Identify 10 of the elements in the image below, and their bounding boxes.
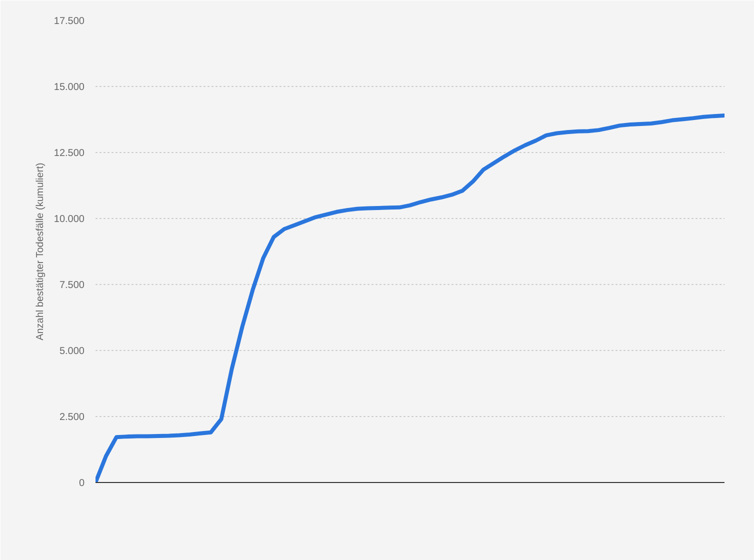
y-tick-label: 15.000 (54, 82, 85, 93)
y-axis-title: Anzahl bestätigter Todesfälle (kumuliert) (34, 162, 46, 340)
y-tick-label: 17.500 (54, 16, 85, 27)
y-tick-label: 2.500 (59, 412, 85, 423)
y-tick-label: 0 (78, 478, 85, 489)
line-series (96, 114, 724, 482)
y-tick-label: 10.000 (54, 214, 85, 225)
y-tick-label: 5.000 (59, 346, 85, 357)
y-tick-label: 7.500 (59, 280, 85, 291)
y-tick-label: 12.500 (54, 148, 85, 159)
